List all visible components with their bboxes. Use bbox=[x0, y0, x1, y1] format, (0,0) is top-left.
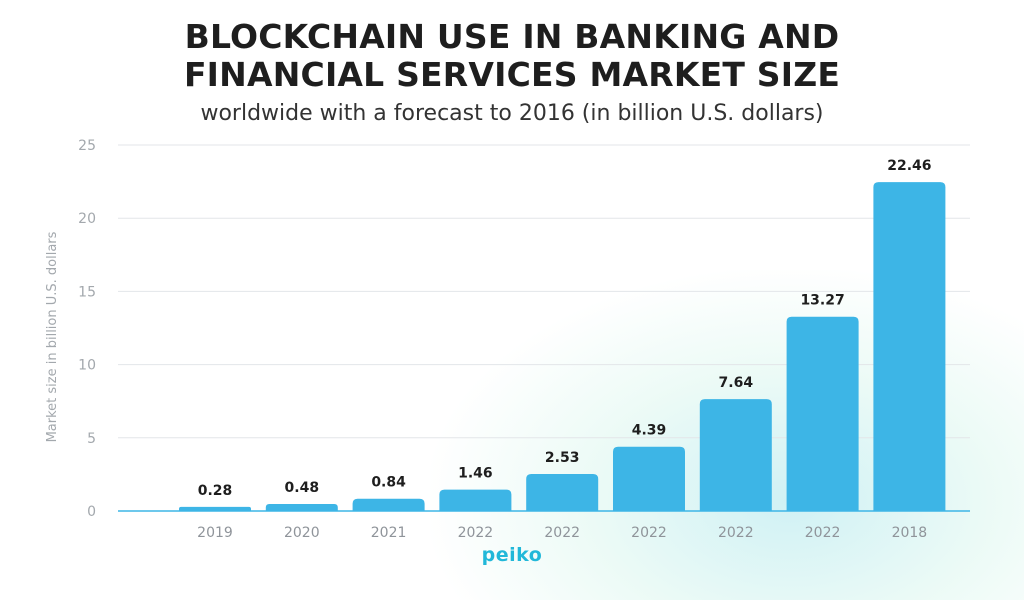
x-tick-label: 2022 bbox=[544, 525, 580, 541]
chart-title-line-1: BLOCKCHAIN USE IN BANKING AND bbox=[184, 17, 840, 56]
x-tick-label: 2022 bbox=[718, 525, 754, 541]
data-label-3: 1.46 bbox=[458, 466, 493, 482]
data-label-8: 22.46 bbox=[887, 158, 931, 174]
bar-2 bbox=[352, 498, 425, 511]
x-tick-label: 2022 bbox=[805, 525, 841, 541]
bars bbox=[179, 182, 946, 511]
chart-title-line-2: FINANCIAL SERVICES MARKET SIZE bbox=[183, 55, 841, 94]
bar-6 bbox=[699, 399, 772, 511]
x-axis-ticks: 2019 2020 2021 2022 2022 2022 2022 2022 2018 bbox=[197, 525, 927, 541]
bar-8 bbox=[873, 182, 946, 511]
bar-7 bbox=[786, 316, 859, 511]
chart-subtitle: worldwide with a forecast to 2016 (in bi… bbox=[200, 101, 824, 126]
x-tick-label: 2020 bbox=[284, 525, 320, 541]
y-tick-label: 5 bbox=[87, 431, 96, 447]
bar-4 bbox=[526, 473, 599, 511]
bar-chart: 0 5 10 15 20 25 0.28 0.48 0.84 1.46 2.53 4.39 7.64 1… bbox=[45, 138, 970, 541]
y-tick-label: 25 bbox=[78, 138, 96, 154]
bar-3 bbox=[439, 489, 512, 511]
data-label-7: 13.27 bbox=[800, 293, 844, 309]
data-labels: 0.28 0.48 0.84 1.46 2.53 4.39 7.64 13.27 22.46 bbox=[198, 158, 932, 499]
data-label-5: 4.39 bbox=[632, 423, 667, 439]
y-axis-label: Market size in billion U.S. dollars bbox=[45, 231, 60, 442]
peiko-logo: peiko bbox=[481, 544, 543, 566]
y-tick-label: 10 bbox=[78, 358, 96, 374]
data-label-4: 2.53 bbox=[545, 450, 580, 466]
data-label-1: 0.48 bbox=[285, 480, 320, 496]
data-label-6: 7.64 bbox=[719, 375, 754, 391]
data-label-2: 0.84 bbox=[371, 475, 406, 491]
y-tick-label: 20 bbox=[78, 211, 96, 227]
chart-title: BLOCKCHAIN USE IN BANKING AND FINANCIAL … bbox=[0, 18, 1024, 94]
x-tick-label: 2022 bbox=[458, 525, 494, 541]
y-tick-label: 0 bbox=[87, 504, 96, 520]
y-axis-ticks: 0 5 10 15 20 25 bbox=[78, 138, 96, 520]
bar-1 bbox=[265, 503, 338, 511]
data-label-0: 0.28 bbox=[198, 483, 233, 499]
x-tick-label: 2022 bbox=[631, 525, 667, 541]
x-tick-label: 2018 bbox=[892, 525, 928, 541]
x-tick-label: 2019 bbox=[197, 525, 233, 541]
x-tick-label: 2021 bbox=[371, 525, 407, 541]
bar-0 bbox=[179, 506, 251, 511]
y-tick-label: 15 bbox=[78, 284, 96, 300]
bar-5 bbox=[613, 446, 685, 511]
